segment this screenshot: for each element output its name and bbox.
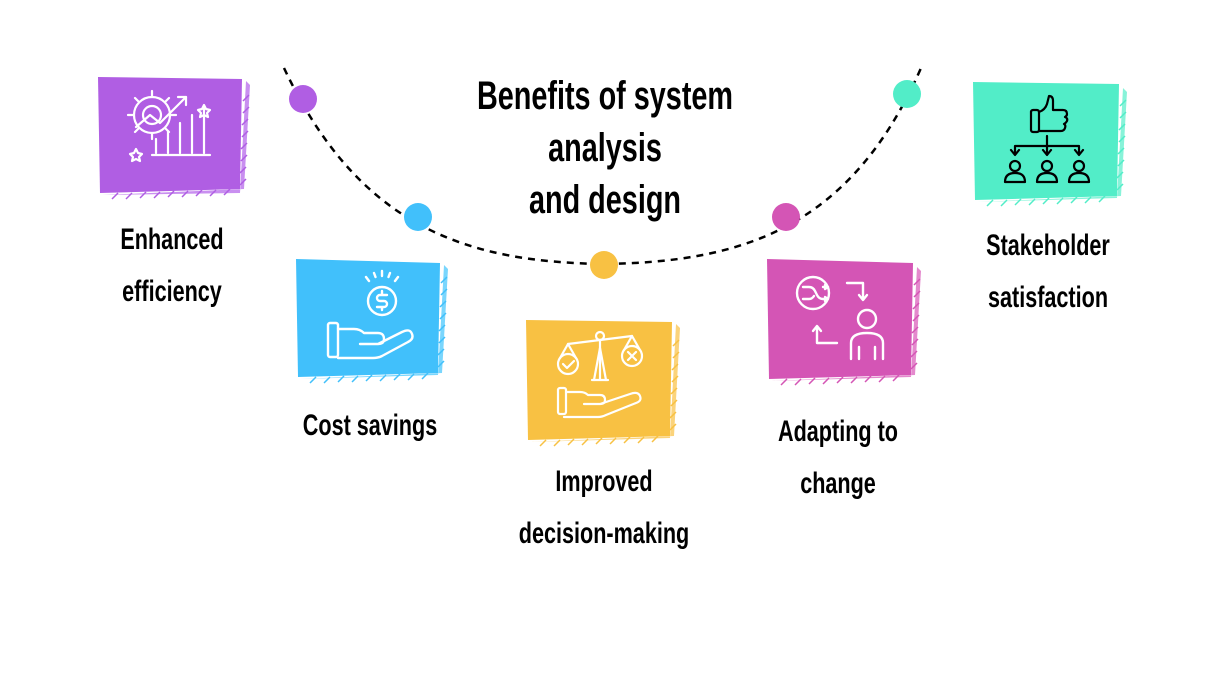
label-line-2: efficiency	[122, 275, 222, 308]
label-line-2: change	[800, 467, 876, 500]
title-line-1: Benefits of system analysis	[476, 74, 734, 170]
label-line-2: satisfaction	[987, 281, 1109, 314]
label-enhanced-efficiency: Enhanced efficiency	[100, 214, 244, 318]
dashed-arc-path	[282, 67, 923, 266]
card-improved-decision-making	[524, 318, 684, 450]
arc-dot-5	[893, 80, 921, 108]
arc-dot-3	[590, 251, 618, 279]
arc-dot-4	[772, 203, 800, 231]
label-line-1: Enhanced	[120, 223, 224, 256]
card-adapting-to-change	[765, 257, 923, 391]
arc-dot-2	[404, 203, 432, 231]
shuffle-person-icon	[795, 275, 885, 361]
label-improved-decision-making: Improved decision-making	[510, 456, 697, 560]
card-enhanced-efficiency	[96, 75, 252, 207]
gear-growth-icon	[126, 89, 212, 163]
hand-coin-icon	[326, 269, 414, 360]
label-line-1: Stakeholder	[986, 229, 1110, 262]
title-line-2: and design	[528, 178, 682, 222]
label-line-1: Cost savings	[302, 409, 438, 442]
label-stakeholder-satisfaction: Stakeholder satisfaction	[976, 220, 1120, 324]
label-line-1: Improved	[555, 465, 653, 498]
diagram-title: Benefits of system analysis and design	[443, 70, 767, 226]
card-cost-savings	[294, 257, 450, 389]
label-cost-savings: Cost savings	[298, 400, 442, 452]
label-line-1: Adapting to	[778, 415, 898, 448]
label-adapting-to-change: Adapting to change	[766, 406, 910, 510]
card-stakeholder-satisfaction	[971, 80, 1129, 212]
arc-dot-1	[289, 85, 317, 113]
label-line-2: decision-making	[518, 517, 690, 550]
thumbs-up-people-icon	[1003, 94, 1091, 184]
scale-hand-icon	[556, 330, 644, 419]
